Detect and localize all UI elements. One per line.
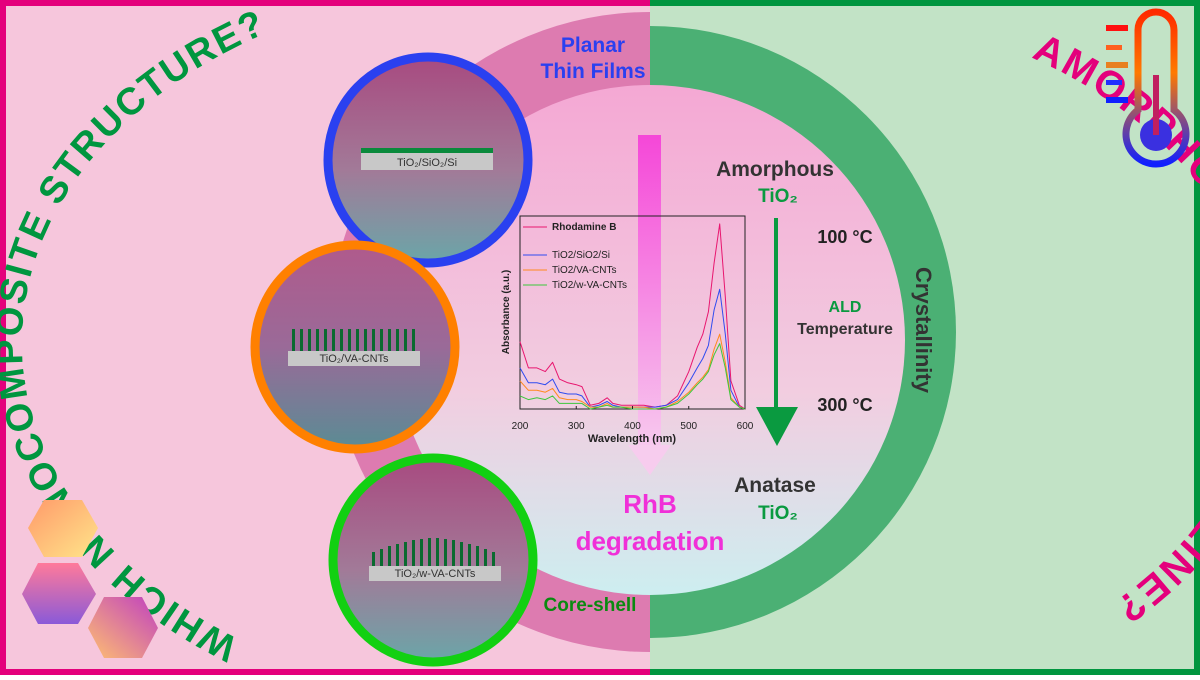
va-cnt-circle: TiO₂/VA-CNTs [250,240,460,454]
cnt-bar [380,549,383,566]
right-border [650,0,1200,675]
cnt-bar [404,329,407,351]
chart-ylabel: Absorbance (a.u.) [501,270,512,354]
cnt-bar [476,546,479,566]
ald-label: ALD [829,299,862,316]
cnt-bar [396,544,399,566]
cnt-bar [428,538,431,566]
left-border [0,0,650,675]
cnt-bar [324,329,327,351]
degradation-arrow-icon [628,135,671,475]
cnt-bar [452,540,455,566]
cnt-bar [412,540,415,566]
x-tick-label: 500 [680,421,697,432]
wvacnt-sample-label: TiO₂/w-VA-CNTs [395,568,476,580]
absorbance-chart: 200 300 400 500 600 Rhodamine B TiO2/SiO2/Si T… [501,215,754,445]
cnt-bar [468,544,471,566]
planar-label: Planar [561,34,625,57]
cnt-bar [292,329,295,351]
legend-entry: TiO2/w-VA-CNTs [552,280,627,291]
legend-entry: Rhodamine B [552,222,616,233]
cnt-bar [396,329,399,351]
anatase-label: Anatase [734,474,816,497]
cnt-bar [372,552,375,566]
degradation-label: degradation [576,526,725,556]
legend-entry: TiO2/SiO2/Si [552,250,610,261]
core-shell-label: Core-shell [544,595,637,616]
cnt-bar [356,329,359,351]
cnt-bar [492,552,495,566]
thin-films-label: Thin Films [541,60,646,83]
chart-xlabel: Wavelength (nm) [588,433,677,445]
x-tick-label: 600 [737,421,754,432]
rhb-label: RhB [623,489,676,519]
cnt-bar [300,329,303,351]
x-tick-label: 300 [568,421,585,432]
hexagon-decoration [22,500,158,658]
planar-thin-film-circle: TiO₂/SiO₂/Si [323,52,533,268]
cnt-bar [388,546,391,566]
cnt-bar [388,329,391,351]
cnt-bar [332,329,335,351]
planar-sample-label: TiO₂/SiO₂/Si [397,157,457,169]
cnt-bar [460,542,463,566]
crystallinity-label: Crystallinity [911,267,936,394]
temperature-label: Temperature [797,321,893,338]
cnt-bar [420,539,423,566]
w-va-cnt-circle: TiO₂/w-VA-CNTs [328,453,538,667]
temperature-arrow-icon [756,218,798,446]
cnt-bar [308,329,311,351]
series-line-0 [519,223,746,410]
temp-high-label: 300 °C [817,395,872,415]
x-tick-label: 200 [512,421,529,432]
cnt-bar [412,329,415,351]
vacnt-sample-label: TiO₂/VA-CNTs [319,353,389,365]
x-tick-label: 400 [624,421,641,432]
cnt-bar [436,538,439,566]
cnt-bar [340,329,343,351]
cnt-bar [348,329,351,351]
temp-low-label: 100 °C [817,227,872,247]
cnt-bar [372,329,375,351]
cnt-bar [364,329,367,351]
cnt-bar [316,329,319,351]
legend-entry: TiO2/VA-CNTs [552,265,616,276]
amorphous-formula: TiO₂ [758,186,798,207]
cnt-bar [484,549,487,566]
cnt-bar [404,542,407,566]
cnt-bar [380,329,383,351]
thermometer-icon [1106,8,1190,168]
anatase-formula: TiO₂ [758,503,798,524]
amorphous-label: Amorphous [716,158,834,181]
cnt-bar [444,539,447,566]
